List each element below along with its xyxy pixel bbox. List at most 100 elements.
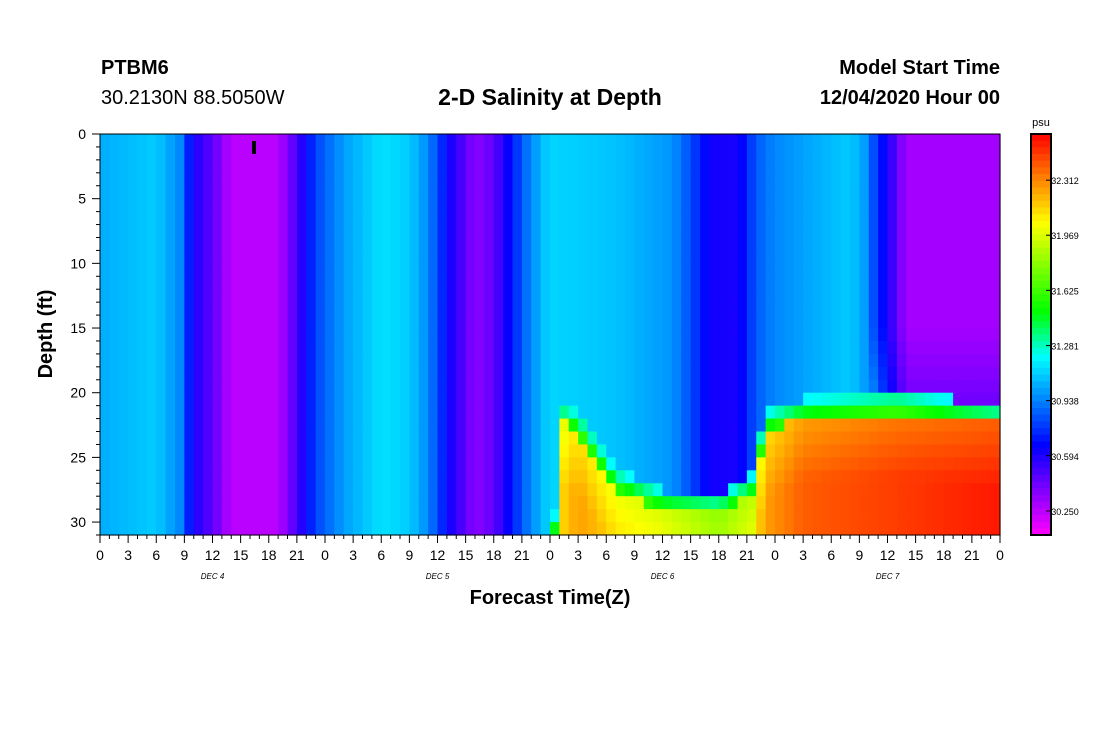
heatmap-cell	[896, 172, 907, 187]
heatmap-cell	[934, 315, 945, 329]
heatmap-cell	[409, 185, 420, 200]
heatmap-cell	[240, 431, 251, 446]
heatmap-cell	[128, 418, 139, 433]
heatmap-cell	[971, 392, 982, 407]
heatmap-cell	[353, 224, 364, 239]
heatmap-cell	[859, 366, 870, 381]
heatmap-cell	[878, 134, 889, 148]
heatmap-cell	[362, 315, 373, 329]
heatmap-cell	[465, 366, 476, 381]
heatmap-cell	[146, 392, 157, 407]
heatmap-cell	[465, 185, 476, 200]
heatmap-cell	[418, 328, 429, 342]
heatmap-cell	[268, 134, 279, 148]
heatmap-cell	[503, 146, 514, 161]
heatmap-cell	[634, 444, 645, 458]
heatmap-cell	[287, 431, 298, 446]
heatmap-cell	[559, 444, 570, 458]
heatmap-cell	[681, 379, 692, 394]
heatmap-cell	[250, 198, 260, 213]
heatmap-cell	[221, 134, 232, 148]
heatmap-cell	[512, 418, 523, 433]
heatmap-cell	[278, 405, 289, 420]
heatmap-cell	[540, 431, 551, 446]
heatmap-cell	[756, 224, 767, 239]
heatmap-cell	[625, 470, 635, 484]
heatmap-cell	[521, 366, 532, 381]
heatmap-cell	[596, 418, 607, 433]
heatmap-cell	[512, 328, 523, 342]
heatmap-cell	[681, 522, 692, 536]
heatmap-cell	[559, 289, 570, 303]
heatmap-cell	[531, 198, 542, 213]
heatmap-cell	[681, 185, 692, 200]
heatmap-cell	[681, 328, 692, 342]
heatmap-cell	[118, 134, 129, 148]
heatmap-cell	[812, 185, 823, 200]
heatmap-cell	[840, 405, 851, 420]
heatmap-cell	[568, 431, 579, 446]
heatmap-cell	[165, 263, 176, 277]
heatmap-cell	[325, 263, 335, 277]
heatmap-cell	[184, 250, 195, 264]
heatmap-cell	[381, 263, 392, 277]
x-tick-label: 3	[124, 547, 132, 563]
heatmap-cell	[662, 289, 673, 303]
heatmap-cell	[400, 185, 410, 200]
heatmap-cell	[484, 457, 495, 471]
heatmap-cell	[981, 159, 992, 174]
heatmap-cell	[878, 289, 889, 303]
heatmap-cell	[231, 328, 242, 342]
heatmap-cell	[728, 340, 739, 355]
heatmap-cell	[221, 146, 232, 161]
heatmap-cell	[100, 315, 110, 329]
heatmap-cell	[203, 315, 214, 329]
heatmap-cell	[521, 276, 532, 290]
heatmap-cell	[878, 483, 889, 497]
heatmap-cell	[240, 405, 251, 420]
heatmap-cell	[259, 328, 270, 342]
colorbar-segment	[1031, 227, 1051, 235]
heatmap-cell	[128, 522, 139, 536]
heatmap-cell	[943, 276, 954, 290]
heatmap-cell	[934, 289, 945, 303]
heatmap-cell	[671, 431, 682, 446]
heatmap-cell	[625, 366, 635, 381]
heatmap-cell	[437, 302, 448, 316]
heatmap-cell	[193, 172, 204, 187]
heatmap-cell	[559, 302, 570, 316]
heatmap-cell	[100, 159, 110, 174]
heatmap-cell	[709, 328, 720, 342]
heatmap-cell	[821, 159, 832, 174]
heatmap-cell	[446, 328, 457, 342]
heatmap-cell	[831, 509, 842, 523]
heatmap-cell	[109, 509, 120, 523]
heatmap-cell	[746, 159, 757, 174]
heatmap-cell	[821, 250, 832, 264]
heatmap-cell	[625, 237, 635, 252]
heatmap-cell	[625, 276, 635, 290]
heatmap-cell	[878, 276, 889, 290]
heatmap-cell	[315, 366, 326, 381]
heatmap-cell	[662, 353, 673, 368]
heatmap-cell	[334, 237, 345, 252]
x-tick-label: 12	[430, 547, 446, 563]
heatmap-cell	[409, 444, 420, 458]
heatmap-cell	[578, 315, 589, 329]
heatmap-cell	[831, 483, 842, 497]
heatmap-cell	[221, 315, 232, 329]
heatmap-cell	[587, 185, 598, 200]
heatmap-cell	[737, 172, 748, 187]
heatmap-cell	[568, 289, 579, 303]
heatmap-cell	[287, 185, 298, 200]
heatmap-cell	[118, 405, 129, 420]
heatmap-cell	[615, 224, 626, 239]
x-tick-label: 21	[514, 547, 530, 563]
heatmap-cell	[203, 405, 214, 420]
heatmap-cell	[728, 185, 739, 200]
heatmap-cell	[231, 185, 242, 200]
heatmap-cell	[512, 496, 523, 510]
heatmap-cell	[203, 431, 214, 446]
heatmap-cell	[840, 263, 851, 277]
x-tick-label: 6	[152, 547, 160, 563]
